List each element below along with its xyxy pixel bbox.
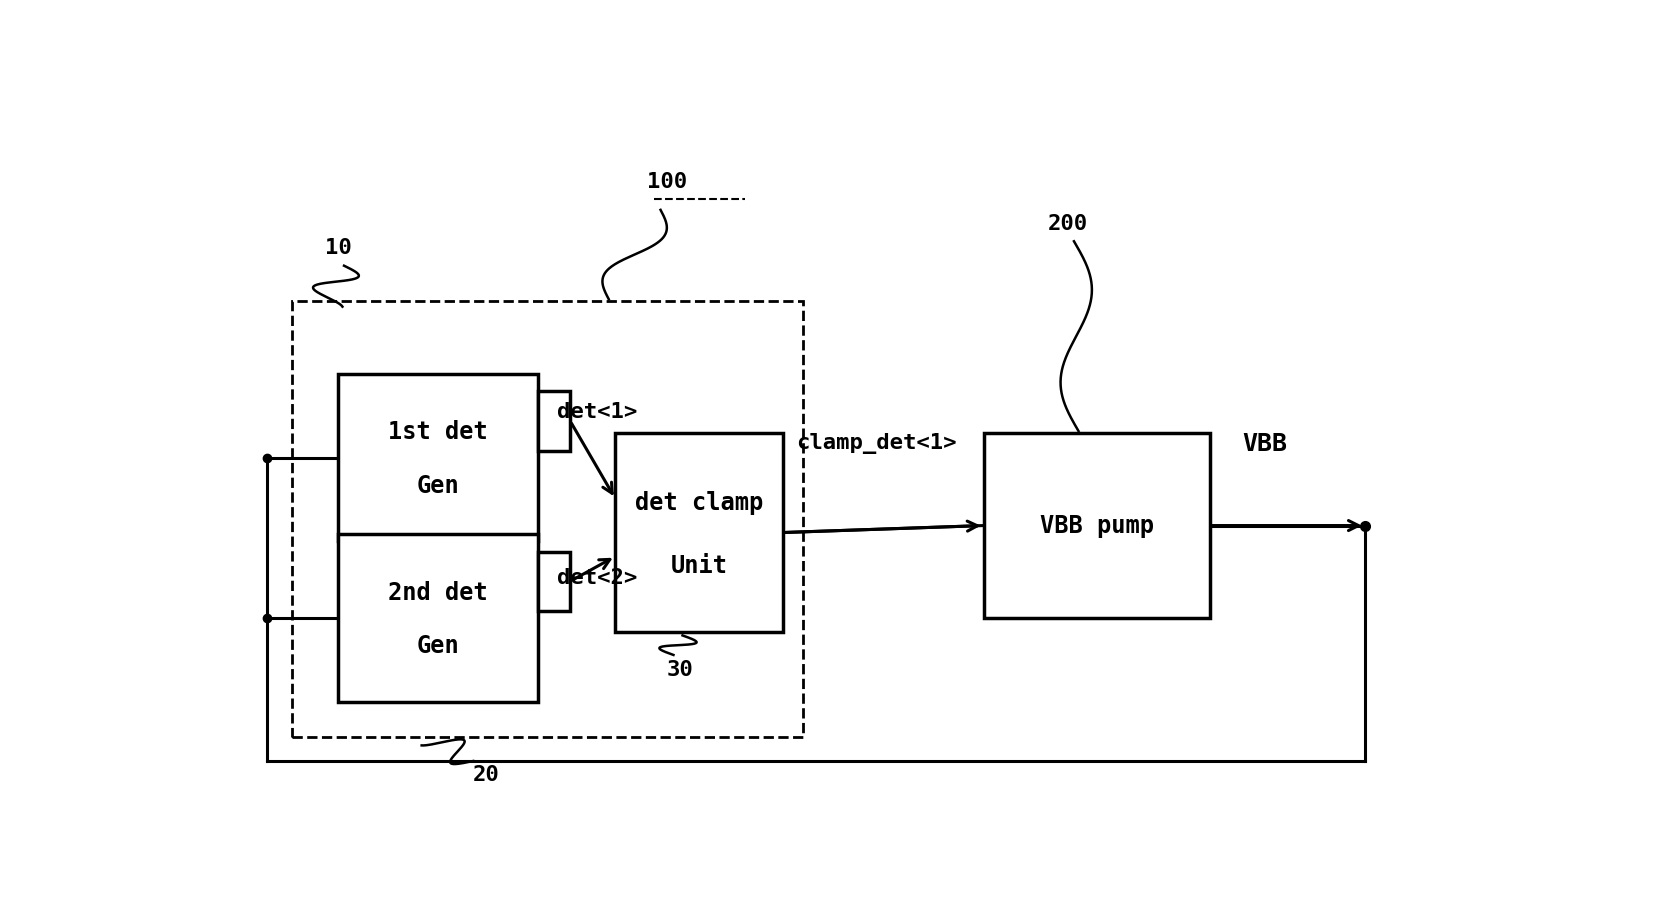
Text: det<2>: det<2> <box>557 567 637 587</box>
Bar <box>292 301 803 737</box>
Text: 2nd det: 2nd det <box>388 581 487 605</box>
Text: 10: 10 <box>325 238 352 258</box>
Text: Unit: Unit <box>670 554 728 578</box>
Text: VBB: VBB <box>1242 431 1287 456</box>
Text: 30: 30 <box>667 660 693 680</box>
Bar <box>337 374 538 541</box>
Text: 100: 100 <box>647 172 687 192</box>
Bar <box>984 433 1210 618</box>
Text: det<1>: det<1> <box>557 402 637 422</box>
Text: clamp_det<1>: clamp_det<1> <box>797 433 957 454</box>
Text: 20: 20 <box>473 765 500 785</box>
Text: 1st det: 1st det <box>388 420 487 445</box>
Text: VBB pump: VBB pump <box>1040 514 1154 537</box>
Text: 200: 200 <box>1047 214 1087 234</box>
Bar <box>538 391 570 450</box>
Text: Gen: Gen <box>417 634 458 659</box>
Bar <box>337 535 538 701</box>
Text: det clamp: det clamp <box>635 491 763 515</box>
Text: Gen: Gen <box>417 474 458 498</box>
Bar <box>615 433 783 632</box>
Bar <box>538 552 570 611</box>
